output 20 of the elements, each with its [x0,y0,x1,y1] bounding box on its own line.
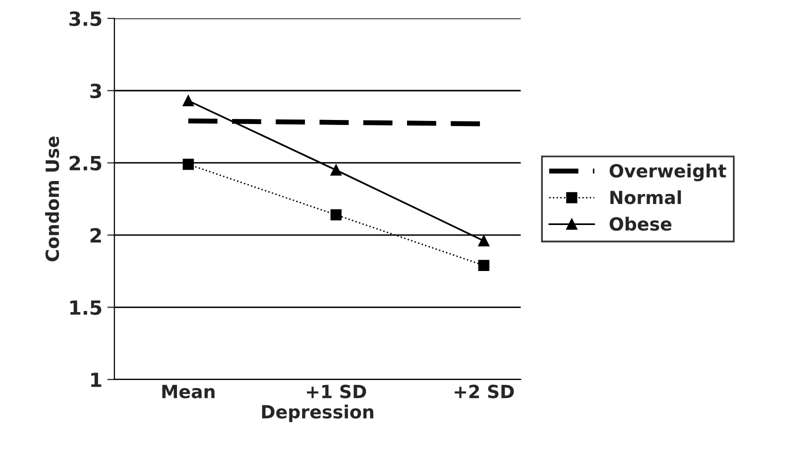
text: 1.5 [70,300,102,315]
text: 2.5 [70,156,102,171]
point [478,260,490,271]
legend-label: Obese [610,216,672,231]
legend-label: Normal [610,190,681,204]
text: 3.5 [69,11,102,26]
legend-label: Overweight [610,164,726,182]
point [182,158,194,170]
x-tick-label: Mean [162,384,214,398]
x-tick-label: +2 SD [454,384,514,398]
y-tick-label: 3 [90,84,102,98]
y-tick-label: 1 [91,372,102,387]
x-tick-label: +1 SD [306,384,366,398]
point [182,95,194,106]
y-axis-title: Condom Use [45,136,60,262]
point [330,209,342,220]
point [478,235,490,246]
y-tick-label: 2 [90,228,101,242]
point [330,164,342,176]
x-axis-title: Depression [262,404,374,422]
